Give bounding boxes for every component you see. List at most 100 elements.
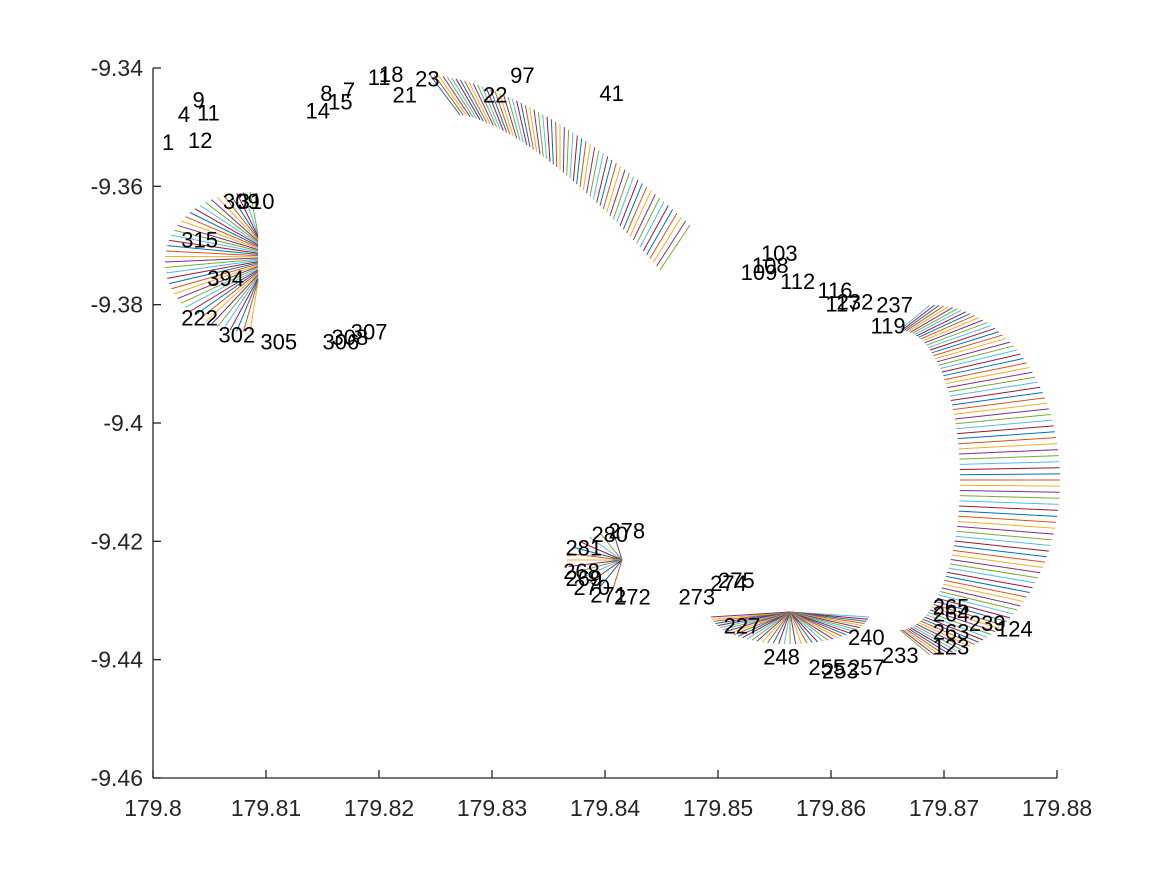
connection-segment [217, 275, 259, 327]
connection-segment [789, 611, 847, 636]
connection-segment [589, 536, 623, 561]
connection-segment [217, 196, 259, 241]
x-tick-label: 179.86 [796, 795, 866, 821]
connection-segment [616, 176, 635, 223]
connection-segment [959, 484, 1060, 487]
connection-segment [949, 563, 1038, 579]
node-label: 270 [573, 575, 610, 600]
connection-segment [199, 272, 259, 320]
connection-segment [922, 618, 979, 643]
node-label: 305 [260, 329, 297, 354]
connection-segment [181, 267, 259, 304]
connection-segment [429, 74, 461, 116]
connection-segment [947, 571, 1033, 589]
connection-segment [659, 224, 691, 271]
connection-segment [185, 216, 259, 248]
node-label: 23 [415, 67, 439, 92]
node-label: 18 [379, 62, 403, 87]
connection-segment [905, 305, 944, 332]
connection-segment [446, 76, 474, 118]
connection-segment [609, 169, 626, 216]
connection-segment [223, 276, 259, 329]
node-label: 281 [565, 535, 602, 560]
connection-segment [562, 127, 565, 173]
node-label: 116 [817, 278, 852, 303]
x-tick-label: 179.8 [124, 795, 182, 821]
connection-segment [778, 611, 791, 644]
y-tick-label: -9.36 [91, 173, 143, 199]
connection-segment [596, 156, 609, 203]
connection-segment [165, 259, 259, 274]
connection-segment [167, 261, 259, 279]
connection-segment [944, 579, 1027, 598]
connection-segment [542, 114, 548, 160]
connection-segment [931, 331, 1000, 354]
connection-segment [165, 258, 259, 268]
connection-segment [926, 614, 988, 638]
connection-segment [442, 75, 471, 118]
connection-segment [920, 620, 975, 645]
connection-segment [936, 597, 1011, 619]
connection-segment [546, 116, 551, 162]
node-label: 9 [193, 87, 205, 112]
connection-segment [599, 159, 613, 206]
connection-segment [943, 357, 1024, 377]
connection-segment [940, 349, 1018, 370]
connection-segment [451, 77, 478, 119]
connection-segment [649, 212, 678, 259]
node-label: 4 [178, 102, 190, 127]
connection-segment [468, 81, 491, 125]
connection-segment [242, 280, 259, 332]
connection-segment [951, 554, 1043, 568]
x-tick-label: 179.85 [683, 795, 753, 821]
node-label: 14 [306, 99, 330, 124]
connection-segment [211, 274, 259, 325]
connection-segment [938, 345, 1014, 366]
connection-segment [938, 594, 1014, 615]
connection-segment [199, 204, 259, 245]
connection-segment [910, 627, 953, 653]
y-tick-label: -9.46 [91, 765, 143, 791]
connection-segment [181, 220, 259, 249]
connection-segment [229, 278, 259, 331]
connection-segment [742, 611, 791, 639]
connection-segment [569, 132, 574, 179]
node-label: 112 [780, 269, 815, 294]
connection-segment [626, 186, 648, 234]
connection-segment [194, 208, 259, 246]
connection-segment [958, 510, 1058, 517]
node-label: 117 [825, 291, 860, 316]
connection-segment [952, 397, 1045, 411]
connection-segment [459, 79, 484, 122]
connection-segment [572, 546, 623, 561]
connection-segment [916, 623, 967, 649]
node-label: 237 [876, 293, 913, 318]
connection-segment [789, 611, 819, 643]
connection-segment [954, 540, 1049, 552]
connection-segment [485, 87, 504, 131]
connection-segment [950, 386, 1041, 402]
connection-segment [710, 611, 791, 618]
connection-segment [516, 100, 528, 145]
connection-segment [959, 489, 1060, 493]
connection-segment [632, 194, 656, 241]
connection-segment [953, 402, 1047, 415]
connection-segment [955, 535, 1051, 547]
connection-segment [174, 264, 259, 295]
node-label: 119 [871, 313, 906, 338]
y-tick-label: -9.34 [91, 55, 144, 81]
connection-segment [656, 220, 687, 267]
connection-segment [929, 327, 996, 351]
connection-segment [746, 611, 791, 640]
connection-segment [189, 212, 259, 247]
connection-segment [955, 413, 1051, 425]
connection-segment [433, 74, 464, 116]
connection-segment [941, 587, 1021, 607]
connection-segment [642, 205, 669, 252]
x-tick-label: 179.82 [344, 795, 414, 821]
connection-segment [572, 559, 623, 574]
node-label: 233 [882, 643, 919, 668]
y-tick-label: -9.44 [91, 647, 144, 673]
